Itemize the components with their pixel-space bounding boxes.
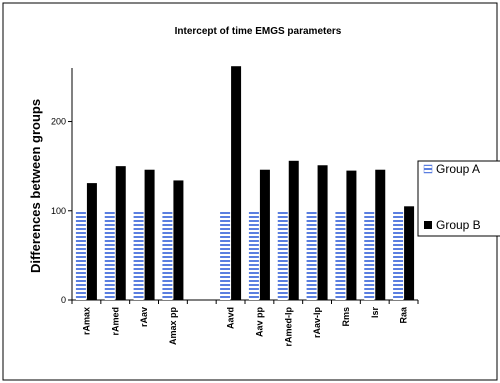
bar-group-a <box>277 210 288 300</box>
bar-group-a <box>133 210 144 300</box>
x-tick-label: rAmax <box>81 307 91 335</box>
bar-group-b <box>288 160 299 300</box>
bar-group-a <box>75 210 86 300</box>
x-tick-label: rAmed <box>110 307 120 336</box>
bar-group-b <box>317 165 328 300</box>
legend-box <box>417 160 500 237</box>
bar-group-a <box>364 210 375 300</box>
bar-group-a <box>335 210 346 300</box>
y-tick-label: 0 <box>61 295 66 305</box>
x-tick-label: rAav-lp <box>312 307 322 339</box>
bar-group-b <box>231 66 242 300</box>
bar-group-b <box>346 170 357 300</box>
x-tick-label: rAmed-lp <box>283 307 293 347</box>
bar-group-b <box>173 180 184 300</box>
bar-group-a <box>220 210 231 300</box>
x-tick-label: lsr <box>370 307 380 319</box>
legend-label-group-a: Group A <box>436 162 480 176</box>
bar-group-a <box>104 210 115 300</box>
bar-group-a <box>393 210 404 300</box>
legend-label-group-b: Group B <box>436 218 481 232</box>
x-tick-label: Aavd <box>226 307 236 329</box>
legend-swatch-group-a <box>423 164 433 174</box>
bar-group-b <box>86 183 97 300</box>
legend-swatch-group-b <box>424 221 432 229</box>
x-tick-label: Raa <box>399 306 409 324</box>
bar-group-a <box>248 210 259 300</box>
y-tick-label: 100 <box>51 206 66 216</box>
legend: Group A Group B <box>417 160 500 237</box>
x-tick-label: Amax pp <box>168 307 178 346</box>
axes: 0 100 200 <box>51 68 419 305</box>
x-tick-label: rAav <box>139 307 149 327</box>
bar-group-b <box>404 206 415 300</box>
x-tick-label: Aav pp <box>254 307 264 338</box>
x-tick-label: Rms <box>341 307 351 327</box>
bar-group-b <box>115 166 126 300</box>
bar-group-b <box>259 169 270 300</box>
tick-labels: rAmax rAmed rAav Amax pp Aavd Aav pp rAmed-lp r… <box>81 306 408 347</box>
chart-title: Intercept of time EMGS parameters <box>175 26 342 37</box>
bar-group-a <box>306 210 317 300</box>
bars <box>75 66 415 300</box>
bar-group-b <box>375 169 386 300</box>
bar-group-b <box>144 169 155 300</box>
y-axis-label: Differences between groups <box>28 99 43 273</box>
y-tick-label: 200 <box>51 117 66 127</box>
bar-group-a <box>162 210 173 300</box>
